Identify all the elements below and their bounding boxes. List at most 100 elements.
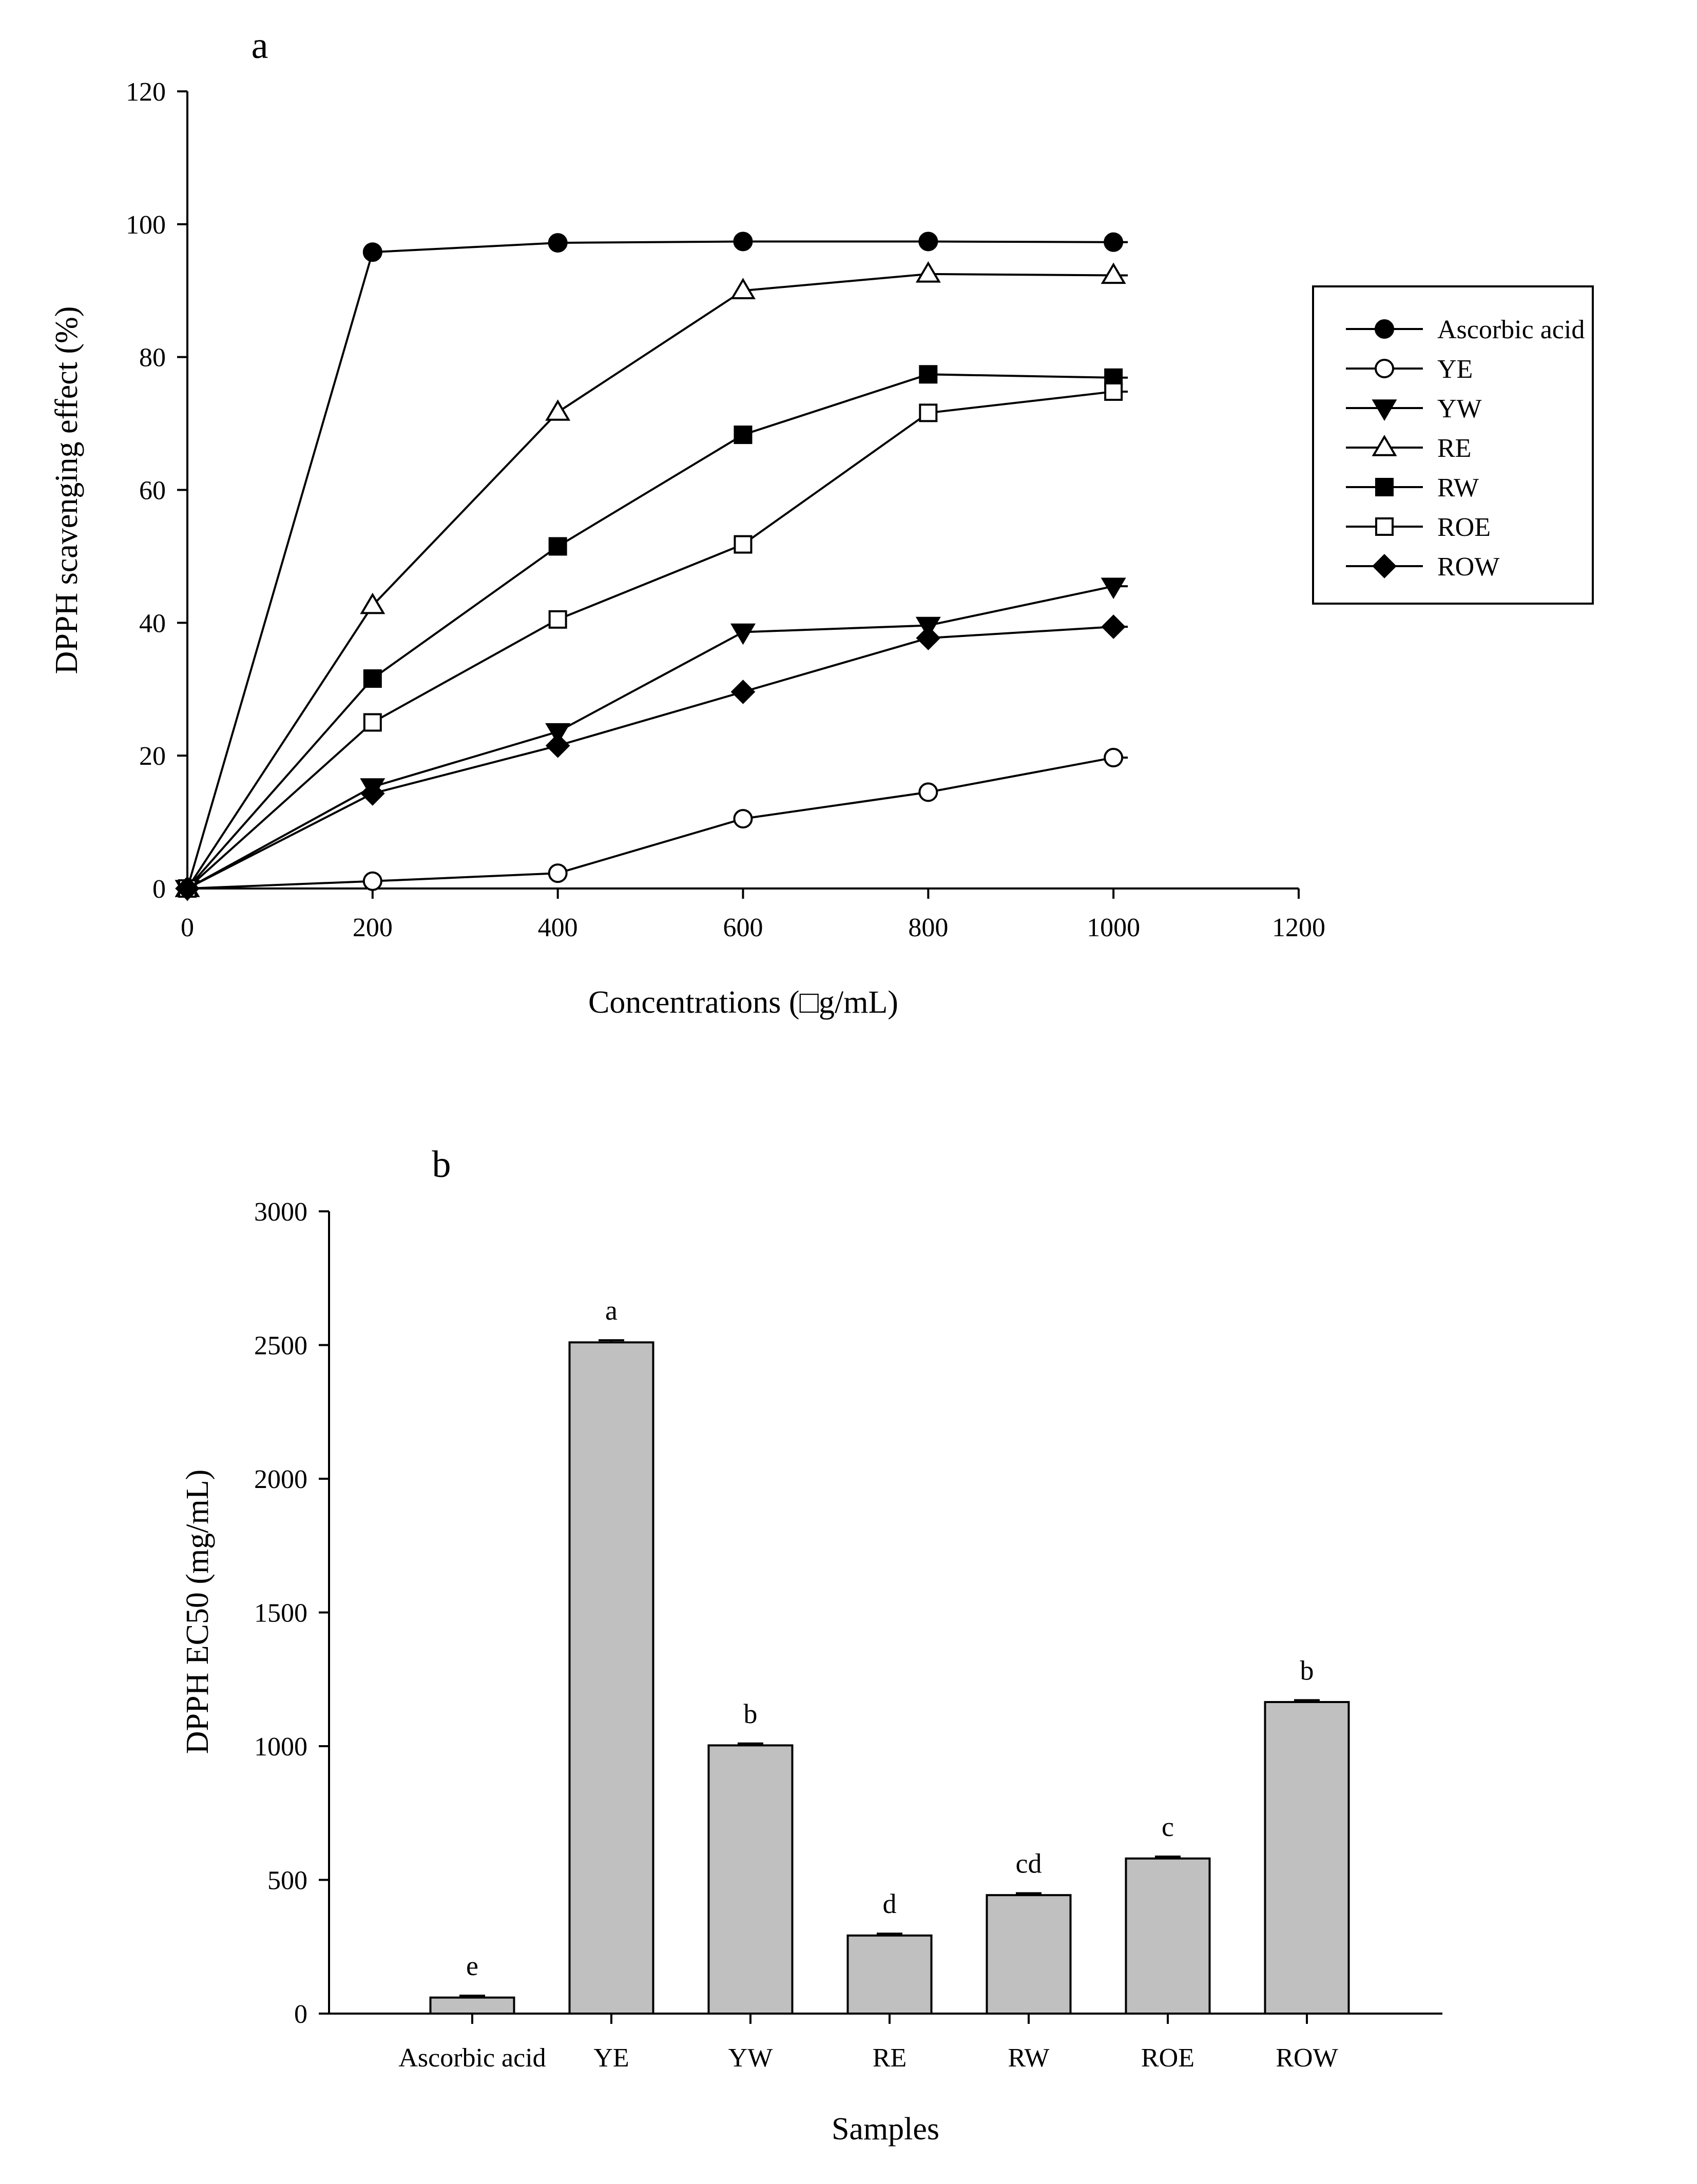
legend-label: YE — [1437, 355, 1473, 384]
legend-label: ROE — [1437, 513, 1491, 542]
series-line — [186, 390, 1114, 890]
data-point — [1375, 478, 1394, 496]
data-point — [918, 231, 938, 252]
bars-group: e Ascorbic acid a YE b YW d RE cd RW c ROE b ROW — [398, 1295, 1350, 2073]
y-tick-label: 20 — [139, 742, 166, 771]
significance-letter: a — [605, 1295, 618, 1326]
bar-yw: b YW — [707, 1698, 794, 2073]
significance-letter: d — [883, 1888, 897, 1919]
data-point — [1101, 262, 1126, 284]
y-tick-label: 2500 — [254, 1331, 307, 1361]
bar-ascorbic-acid: e Ascorbic acid — [398, 1950, 546, 2073]
data-point — [1104, 382, 1123, 401]
y-tick-label: 40 — [139, 609, 166, 638]
data-point — [1104, 748, 1124, 768]
panel-b-label: b — [432, 1144, 451, 1186]
significance-letter: e — [466, 1950, 478, 1981]
data-point — [548, 610, 567, 629]
series-line — [186, 240, 1114, 889]
data-point — [733, 809, 753, 829]
data-point — [545, 733, 570, 758]
y-axis-ticks: 0 500 1000 1500 2000 2500 3000 — [254, 1197, 329, 2029]
legend-item: Ascorbic acid — [1346, 315, 1585, 344]
significance-letter: c — [1162, 1811, 1174, 1842]
x-tick-label: 1200 — [1272, 913, 1325, 942]
bar — [1125, 1857, 1211, 2015]
bar-re: d RE — [846, 1888, 933, 2073]
data-point — [1372, 435, 1397, 456]
y-tick-label: 3000 — [254, 1197, 307, 1227]
x-tick-label: 800 — [908, 913, 948, 942]
x-tick-label: 0 — [181, 913, 194, 942]
bar — [846, 1934, 933, 2015]
data-point — [734, 426, 753, 444]
y-tick-label: 120 — [126, 78, 166, 107]
series-line — [186, 273, 1114, 890]
significance-letter: cd — [1016, 1848, 1042, 1879]
y-tick-label: 1500 — [254, 1599, 307, 1628]
y-tick-label: 2000 — [254, 1465, 307, 1494]
x-axis-title: Samples — [832, 2112, 939, 2147]
legend-label: RW — [1437, 473, 1479, 502]
series-group — [175, 231, 1128, 901]
legend-box — [1312, 285, 1594, 605]
data-point — [1375, 517, 1394, 536]
panel-a-label: a — [252, 25, 268, 67]
data-point — [1104, 232, 1124, 252]
data-point — [1372, 554, 1397, 578]
series-ye — [178, 748, 1128, 898]
series-rw — [178, 365, 1128, 898]
data-point — [916, 626, 941, 650]
x-tick-label: YW — [728, 2043, 773, 2073]
bar-row: b ROW — [1264, 1655, 1350, 2073]
bar — [1264, 1701, 1350, 2015]
legend-label: ROW — [1437, 552, 1499, 582]
data-point — [362, 242, 382, 262]
significance-letter: b — [1300, 1655, 1314, 1686]
legend-item: RE — [1346, 434, 1471, 463]
y-tick-label: 0 — [152, 875, 166, 904]
line-chart-panel: a 0 200 400 600 800 1000 1200 020406080100120 … — [49, 25, 1594, 1020]
data-point — [919, 365, 938, 384]
x-axis-ticks: 0 200 400 600 800 1000 1200 — [181, 888, 1325, 942]
bar — [568, 1341, 654, 2015]
data-point — [918, 782, 938, 802]
legend-item: YW — [1346, 394, 1482, 423]
x-tick-label: YE — [593, 2043, 629, 2073]
bar — [707, 1744, 794, 2015]
data-point — [1101, 577, 1126, 600]
legend-item: ROW — [1346, 552, 1499, 582]
data-point — [548, 233, 568, 253]
x-tick-label: 200 — [353, 913, 393, 942]
legend-item: ROE — [1346, 513, 1491, 542]
x-tick-label: 1000 — [1087, 913, 1140, 942]
data-point — [1375, 319, 1394, 339]
series-line — [187, 585, 1114, 890]
legend-label: Ascorbic acid — [1437, 315, 1585, 344]
data-point — [545, 723, 571, 745]
data-point — [175, 876, 200, 901]
y-axis-title: DPPH scavenging effect (%) — [49, 306, 84, 674]
data-point — [1372, 399, 1397, 421]
series-line — [186, 373, 1114, 890]
y-axis-title: DPPH EC50 (mg/mL) — [180, 1470, 215, 1754]
data-point — [734, 535, 753, 554]
series-line — [187, 757, 1114, 890]
y-tick-label: 60 — [139, 476, 166, 506]
y-tick-label: 1000 — [254, 1732, 307, 1762]
data-point — [362, 871, 382, 891]
data-point — [730, 680, 756, 704]
y-tick-label: 0 — [294, 2000, 307, 2029]
x-tick-label: 600 — [723, 913, 763, 942]
series-line — [187, 626, 1114, 890]
x-tick-label: 400 — [538, 913, 578, 942]
data-point — [730, 623, 756, 645]
bar-chart-panel: b 0 500 1000 1500 2000 2500 3000 e Ascorbic aci… — [180, 1144, 1442, 2147]
y-tick-label: 80 — [139, 343, 166, 373]
bar-roe: c ROE — [1125, 1811, 1211, 2073]
bar-rw: cd RW — [986, 1848, 1072, 2073]
data-point — [548, 537, 567, 556]
data-point — [360, 592, 385, 614]
bar — [986, 1894, 1072, 2015]
